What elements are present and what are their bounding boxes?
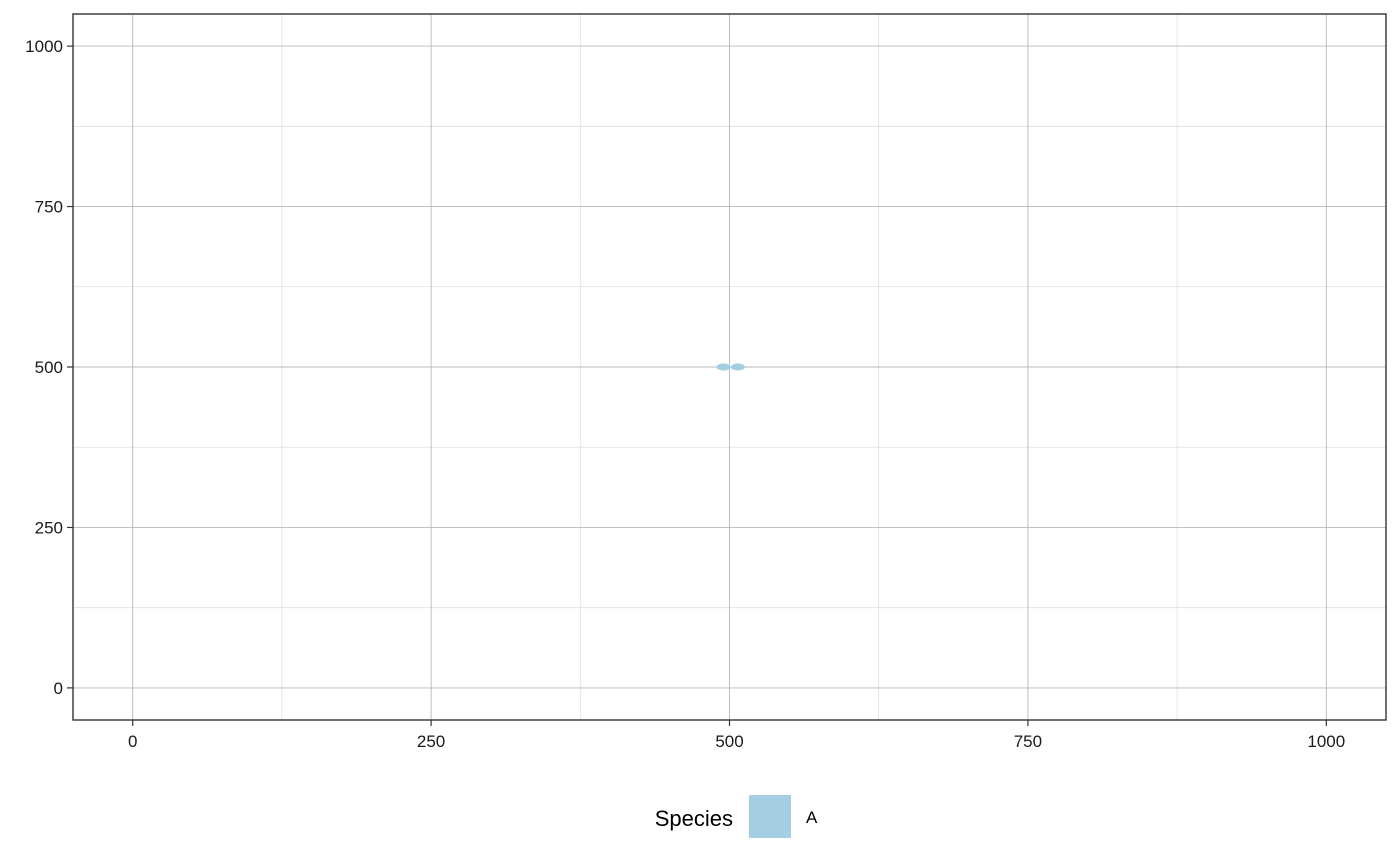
x-axis: 0 250 500 750 1000 [128,720,1345,751]
legend-key-0 [749,795,791,838]
x-tick-label-4: 1000 [1307,732,1345,751]
major-gridlines [73,14,1386,720]
x-tick-label-1: 250 [417,732,445,751]
data-point-0-0 [716,363,731,371]
y-tick-label-2: 500 [35,358,63,377]
y-tick-label-1: 250 [35,518,63,537]
legend-title: Species [655,806,733,831]
x-tick-label-3: 750 [1014,732,1042,751]
data-point-0-1 [730,363,745,371]
y-axis: 0 250 500 750 1000 [25,37,73,698]
legend: Species A [655,795,818,838]
y-tick-label-3: 750 [35,198,63,217]
y-tick-label-0: 0 [54,679,63,698]
y-tick-label-4: 1000 [25,37,63,56]
data-points [716,363,745,371]
x-tick-label-0: 0 [128,732,137,751]
x-tick-label-2: 500 [715,732,743,751]
legend-label-0: A [806,808,818,827]
legend-entries: A [749,795,818,838]
